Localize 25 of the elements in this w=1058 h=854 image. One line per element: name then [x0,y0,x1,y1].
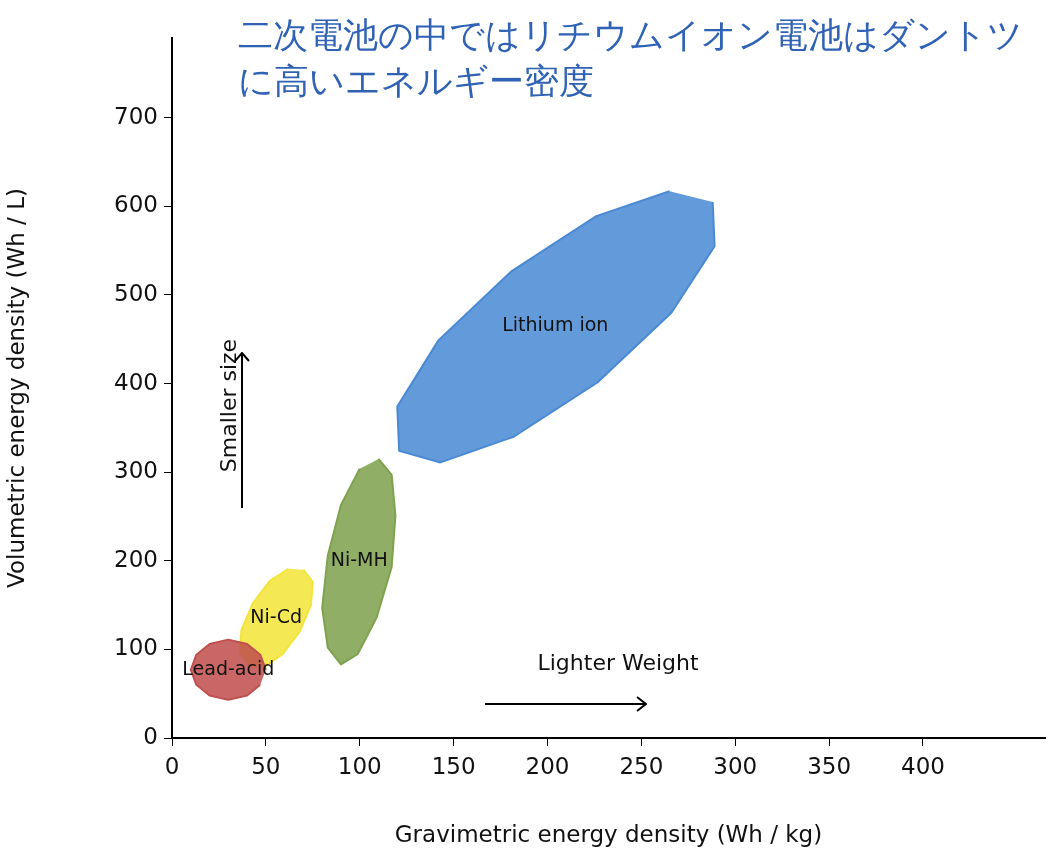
y-tick-label: 0 [143,722,158,749]
y-tick-label: 400 [114,368,158,395]
x-tick-label: 200 [525,752,570,779]
chart-title: 二次電池の中ではリチウムイオン電池はダントツに高いエネルギー密度 [238,14,1024,103]
y-tick-label: 200 [114,545,158,572]
series-label: Ni-MH [330,548,388,571]
series-label: Lithium ion [502,313,609,336]
series-label: Ni-Cd [250,604,303,627]
annotation: Lighter Weight [537,649,699,675]
x-tick-label: 250 [619,752,664,779]
y-tick-label: 300 [114,457,158,484]
x-tick-label: 300 [713,752,758,779]
y-tick-label: 700 [114,102,158,129]
x-tick-label: 150 [431,752,476,779]
y-tick-label: 500 [114,279,158,306]
x-tick-label: 0 [164,752,180,779]
y-tick-label: 600 [114,191,158,218]
annotation: Smaller size [215,338,241,472]
x-tick-label: 350 [807,752,852,779]
x-tick-label: 50 [251,752,281,779]
x-axis-title: Gravimetric energy density (Wh / kg) [394,821,823,848]
x-tick-label: 400 [901,752,945,779]
y-axis-title: Volumetric energy density (Wh / L) [2,188,29,588]
y-tick-label: 100 [114,634,158,661]
x-tick-label: 100 [337,752,382,779]
